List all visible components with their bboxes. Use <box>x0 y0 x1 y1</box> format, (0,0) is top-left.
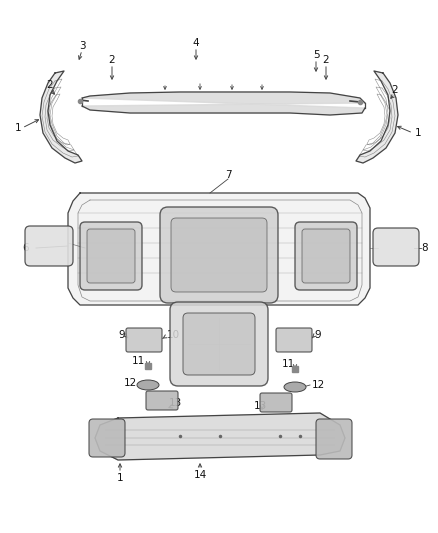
Polygon shape <box>68 193 370 305</box>
Text: 11: 11 <box>131 356 145 366</box>
Text: 1: 1 <box>15 123 21 133</box>
Text: 3: 3 <box>79 41 85 51</box>
Text: 14: 14 <box>193 470 207 480</box>
Text: 2: 2 <box>109 55 115 65</box>
Text: 1: 1 <box>415 128 421 138</box>
Text: 2: 2 <box>323 55 329 65</box>
FancyBboxPatch shape <box>25 226 73 266</box>
FancyBboxPatch shape <box>160 207 278 303</box>
Text: 1: 1 <box>117 473 124 483</box>
Text: 11: 11 <box>281 359 295 369</box>
Text: 5: 5 <box>313 50 319 60</box>
FancyBboxPatch shape <box>89 419 125 457</box>
Polygon shape <box>40 71 82 163</box>
Text: 7: 7 <box>225 170 231 180</box>
Text: 8: 8 <box>422 243 428 253</box>
FancyBboxPatch shape <box>171 218 267 292</box>
Text: 9: 9 <box>314 330 321 340</box>
FancyBboxPatch shape <box>260 393 292 412</box>
Text: 6: 6 <box>23 243 29 253</box>
Text: 2: 2 <box>392 85 398 95</box>
Polygon shape <box>82 92 365 115</box>
FancyBboxPatch shape <box>316 419 352 459</box>
FancyBboxPatch shape <box>183 313 255 375</box>
Text: 9: 9 <box>119 330 125 340</box>
Text: 2: 2 <box>47 80 53 90</box>
Text: 13: 13 <box>168 398 182 408</box>
FancyBboxPatch shape <box>373 228 419 266</box>
Polygon shape <box>95 413 345 460</box>
Ellipse shape <box>137 380 159 390</box>
FancyBboxPatch shape <box>295 222 357 290</box>
Ellipse shape <box>284 382 306 392</box>
FancyBboxPatch shape <box>126 328 162 352</box>
FancyBboxPatch shape <box>170 302 268 386</box>
Polygon shape <box>356 71 398 163</box>
FancyBboxPatch shape <box>146 391 178 410</box>
FancyBboxPatch shape <box>276 328 312 352</box>
Text: 4: 4 <box>193 38 199 48</box>
FancyBboxPatch shape <box>87 229 135 283</box>
FancyBboxPatch shape <box>302 229 350 283</box>
Text: 13: 13 <box>253 401 267 411</box>
FancyBboxPatch shape <box>80 222 142 290</box>
Text: 12: 12 <box>311 380 325 390</box>
Text: 10: 10 <box>167 330 180 340</box>
Text: 12: 12 <box>124 378 137 388</box>
